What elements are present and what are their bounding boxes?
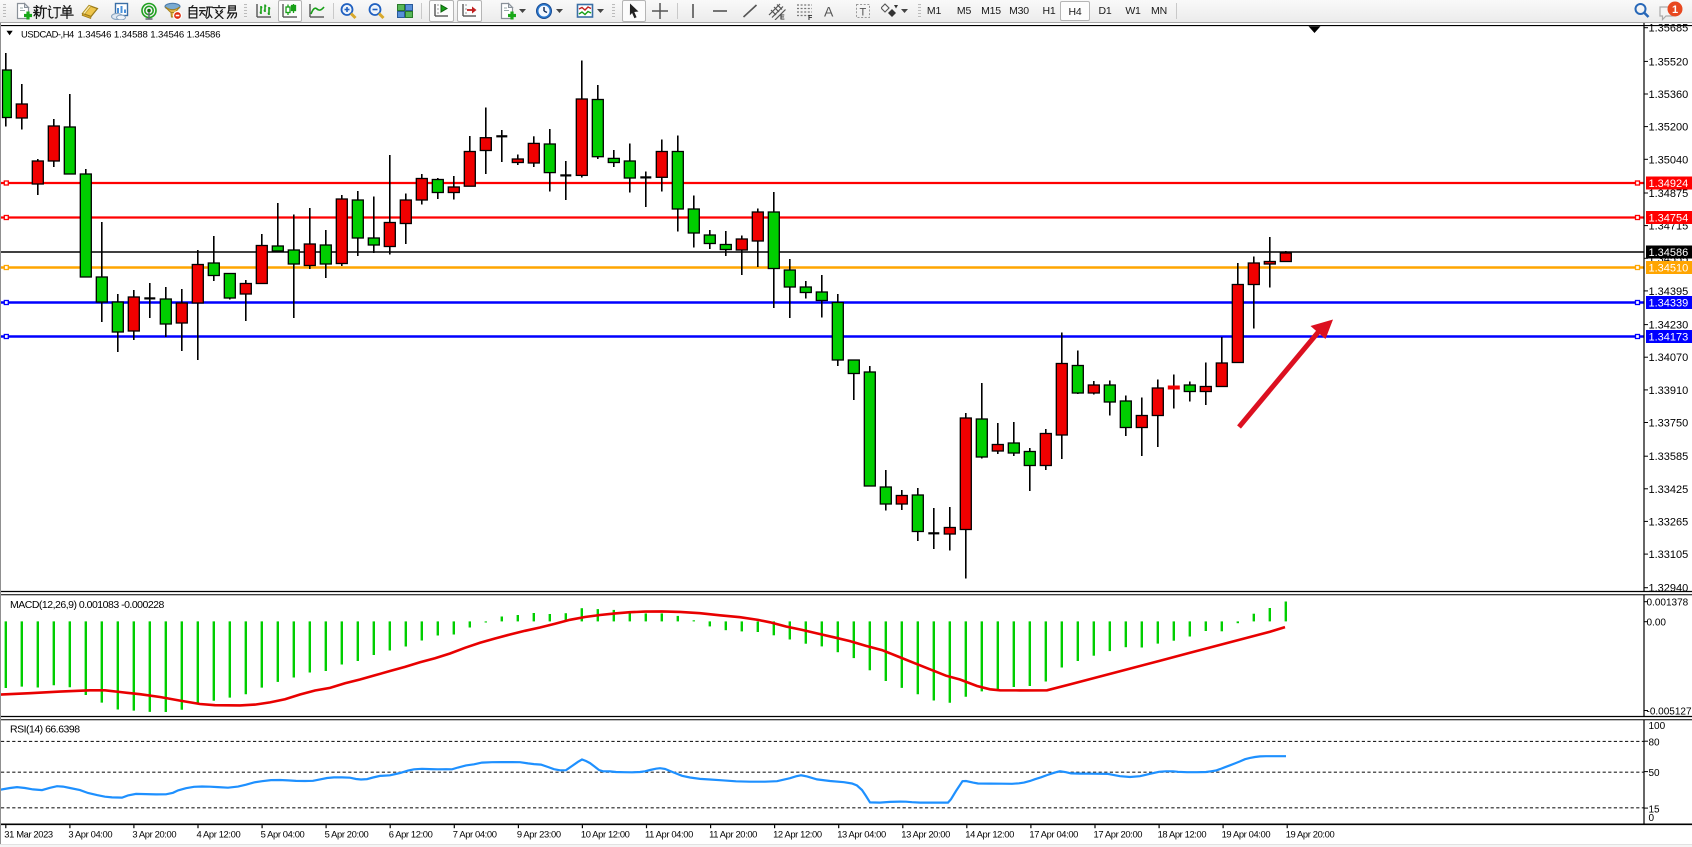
- svg-text:31 Mar 2023: 31 Mar 2023: [4, 829, 53, 840]
- svg-text:-0.005127: -0.005127: [1647, 706, 1692, 717]
- svg-text:11 Apr 04:00: 11 Apr 04:00: [645, 829, 693, 840]
- svg-text:E: E: [780, 15, 785, 21]
- svg-text:1.35360: 1.35360: [1649, 89, 1689, 101]
- svg-text:1.34754: 1.34754: [1649, 213, 1689, 225]
- svg-text:14 Apr 12:00: 14 Apr 12:00: [965, 829, 1014, 840]
- svg-text:7 Apr 04:00: 7 Apr 04:00: [453, 829, 497, 840]
- svg-text:18 Apr 12:00: 18 Apr 12:00: [1158, 829, 1207, 840]
- svg-text:13 Apr 20:00: 13 Apr 20:00: [901, 829, 950, 840]
- svg-text:1.34586: 1.34586: [1649, 247, 1689, 259]
- svg-text:1.35520: 1.35520: [1649, 56, 1689, 68]
- svg-text:0: 0: [1649, 813, 1655, 824]
- svg-text:1.33910: 1.33910: [1649, 385, 1689, 397]
- svg-text:1.34510: 1.34510: [1649, 263, 1689, 275]
- svg-text:1.34070: 1.34070: [1649, 352, 1689, 364]
- svg-text:0.001378: 0.001378: [1647, 598, 1689, 609]
- svg-text:50: 50: [1649, 768, 1661, 779]
- svg-text:1.34339: 1.34339: [1649, 298, 1689, 310]
- svg-text:1.33750: 1.33750: [1649, 418, 1689, 430]
- svg-text:80: 80: [1649, 738, 1661, 749]
- svg-text:15: 15: [1649, 804, 1661, 815]
- svg-text:5 Apr 04:00: 5 Apr 04:00: [261, 829, 305, 840]
- svg-text:0.00: 0.00: [1647, 618, 1667, 629]
- svg-text:RSI(14) 66.6398: RSI(14) 66.6398: [10, 724, 80, 736]
- svg-text:1.34924: 1.34924: [1649, 178, 1689, 190]
- svg-text:1.33105: 1.33105: [1649, 549, 1689, 561]
- svg-text:1.35685: 1.35685: [1649, 23, 1689, 35]
- svg-text:9 Apr 23:00: 9 Apr 23:00: [517, 829, 561, 840]
- svg-text:1.33585: 1.33585: [1649, 451, 1689, 463]
- svg-text:1.34875: 1.34875: [1649, 188, 1689, 200]
- svg-text:100: 100: [1649, 721, 1666, 732]
- svg-text:1.34546 1.34588 1.34546 1.3458: 1.34546 1.34588 1.34546 1.34586: [78, 29, 221, 40]
- svg-text:17 Apr 04:00: 17 Apr 04:00: [1029, 829, 1078, 840]
- svg-text:F: F: [808, 15, 813, 20]
- svg-text:1.34173: 1.34173: [1649, 332, 1689, 344]
- svg-text:3 Apr 20:00: 3 Apr 20:00: [132, 829, 176, 840]
- svg-text:12 Apr 12:00: 12 Apr 12:00: [773, 829, 822, 840]
- svg-text:T: T: [860, 7, 867, 19]
- svg-text:USDCAD-,H4: USDCAD-,H4: [21, 28, 74, 39]
- svg-text:1.35040: 1.35040: [1649, 154, 1689, 166]
- svg-text:19 Apr 20:00: 19 Apr 20:00: [1286, 829, 1335, 840]
- svg-text:A: A: [824, 4, 834, 20]
- svg-text:17 Apr 20:00: 17 Apr 20:00: [1094, 829, 1143, 840]
- svg-text:5 Apr 20:00: 5 Apr 20:00: [325, 829, 369, 840]
- svg-text:1.32940: 1.32940: [1649, 583, 1689, 595]
- svg-text:1.35200: 1.35200: [1649, 122, 1689, 134]
- svg-text:11 Apr 20:00: 11 Apr 20:00: [709, 829, 757, 840]
- svg-text:4 Apr 12:00: 4 Apr 12:00: [197, 829, 241, 840]
- svg-text:19 Apr 04:00: 19 Apr 04:00: [1222, 829, 1271, 840]
- svg-text:MACD(12,26,9) 0.001083 -0.0002: MACD(12,26,9) 0.001083 -0.000228: [10, 599, 165, 611]
- svg-text:1.33265: 1.33265: [1649, 516, 1689, 528]
- svg-text:10 Apr 12:00: 10 Apr 12:00: [581, 829, 630, 840]
- svg-text:1.33425: 1.33425: [1649, 484, 1689, 496]
- svg-text:1.34230: 1.34230: [1649, 320, 1689, 332]
- svg-text:1: 1: [1672, 4, 1678, 16]
- svg-text:13 Apr 04:00: 13 Apr 04:00: [837, 829, 886, 840]
- svg-text:1.34395: 1.34395: [1649, 286, 1689, 298]
- svg-text:6 Apr 12:00: 6 Apr 12:00: [389, 829, 433, 840]
- svg-text:3 Apr 04:00: 3 Apr 04:00: [68, 829, 112, 840]
